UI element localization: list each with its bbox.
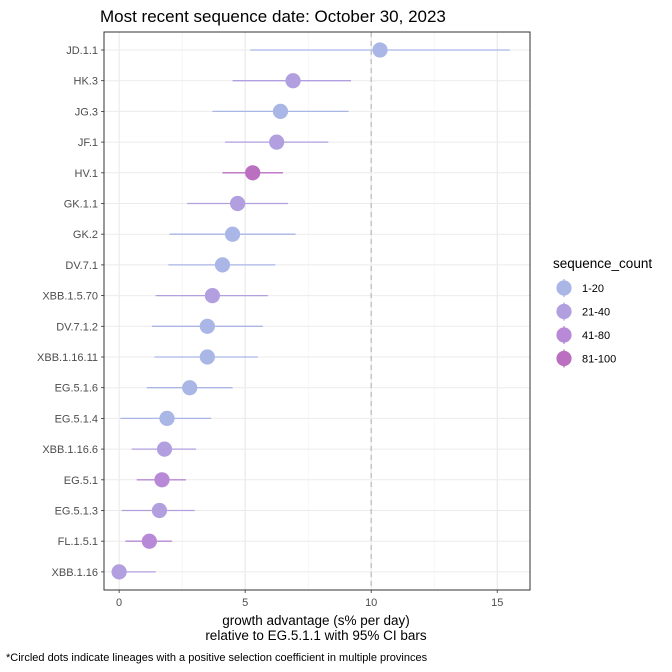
legend-label-1-20: 1-20 — [582, 283, 604, 295]
y-tick-label: EG.5.1.6 — [55, 383, 98, 395]
y-tick-label: XBB.1.5.70 — [42, 291, 98, 303]
point-XBB.1.5.70 — [204, 288, 220, 304]
y-tick-label: DV.7.1 — [65, 260, 98, 272]
y-tick-label: EG.5.1.4 — [55, 413, 98, 425]
panel-border — [103, 31, 531, 591]
y-tick-label: HK.3 — [74, 76, 98, 88]
y-tick-label: XBB.1.16.6 — [42, 444, 98, 456]
y-tick-label: GK.1.1 — [64, 199, 98, 211]
y-tick-label: JD.1.1 — [66, 45, 98, 57]
legend-title: sequence_count — [553, 256, 652, 271]
point-HV.1 — [245, 165, 261, 181]
point-EG.5.1.4 — [159, 410, 175, 426]
caption: *Circled dots indicate lineages with a p… — [6, 652, 428, 664]
y-tick-label: JG.3 — [75, 106, 98, 118]
legend-key-21-40 — [556, 303, 572, 320]
point-DV.7.1 — [214, 257, 231, 273]
y-tick-label: XBB.1.16 — [52, 567, 98, 579]
y-tick-label: GK.2 — [73, 229, 98, 241]
y-tick-label: FL.1.5.1 — [58, 536, 98, 548]
x-axis-title-line1: growth advantage (s% per day) — [222, 613, 410, 628]
point-HK.3 — [285, 73, 301, 89]
chart-title: Most recent sequence date: October 30, 2… — [100, 7, 446, 26]
legend-label-41-80: 41-80 — [582, 330, 610, 342]
point-JF.1 — [269, 134, 285, 150]
x-tick-label: 0 — [116, 597, 122, 609]
point-XBB.1.16.6 — [156, 441, 173, 457]
point-DV.7.1.2 — [199, 318, 215, 334]
point-XBB.1.16 — [111, 564, 127, 580]
point-XBB.1.16.11 — [199, 349, 215, 365]
x-tick-label: 10 — [365, 597, 377, 609]
y-tick-label: EG.5.1 — [64, 475, 98, 487]
x-tick-label: 5 — [242, 597, 248, 609]
plot-panel — [103, 31, 531, 591]
x-tick-label: 15 — [491, 597, 503, 609]
point-EG.5.1 — [154, 472, 170, 488]
legend-label-21-40: 21-40 — [582, 307, 610, 319]
legend-key-81-100 — [556, 350, 572, 367]
point-JD.1.1 — [372, 42, 388, 58]
y-tick-label: DV.7.1.2 — [56, 321, 98, 333]
legend: sequence_count 1-20 21-40 41-80 81-100 — [553, 256, 652, 368]
legend-key-41-80 — [556, 327, 572, 343]
y-tick-label: HV.1 — [75, 168, 98, 180]
y-axis-labels: JD.1.1 HK.3 JG.3 JF.1 HV.1 GK.1.1 GK.2 DV.7.1 XB… — [37, 45, 104, 579]
point-EG.5.1.3 — [151, 502, 168, 519]
x-axis-title-line2: relative to EG.5.1.1 with 95% CI bars — [205, 628, 427, 643]
x-axis-labels: 0 5 10 15 — [116, 590, 503, 609]
point-GK.2 — [224, 226, 241, 242]
legend-label-81-100: 81-100 — [582, 354, 616, 366]
y-tick-label: JF.1 — [78, 137, 98, 149]
y-tick-label: EG.5.1.3 — [55, 506, 98, 518]
point-GK.1.1 — [229, 195, 246, 212]
point-FL.1.5.1 — [141, 533, 157, 549]
point-JG.3 — [272, 103, 289, 119]
legend-key-1-20 — [556, 280, 572, 296]
point-EG.5.1.6 — [182, 380, 198, 396]
y-tick-label: XBB.1.16.11 — [37, 352, 98, 364]
